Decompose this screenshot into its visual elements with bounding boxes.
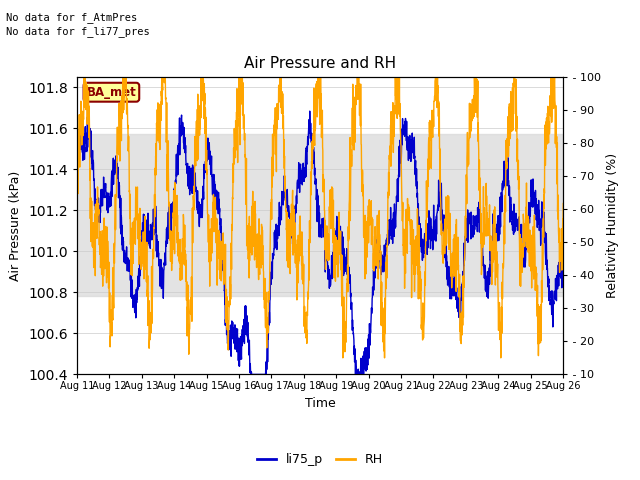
Text: BA_met: BA_met (86, 86, 136, 99)
Text: No data for f_AtmPres: No data for f_AtmPres (6, 12, 138, 23)
X-axis label: Time: Time (305, 397, 335, 410)
Y-axis label: Relativity Humidity (%): Relativity Humidity (%) (606, 153, 620, 298)
Bar (77, 134, 563, 297)
Title: Air Pressure and RH: Air Pressure and RH (244, 57, 396, 72)
Text: No data for f_li77_pres: No data for f_li77_pres (6, 26, 150, 37)
Legend: li75_p, RH: li75_p, RH (252, 448, 388, 471)
Y-axis label: Air Pressure (kPa): Air Pressure (kPa) (10, 170, 22, 281)
